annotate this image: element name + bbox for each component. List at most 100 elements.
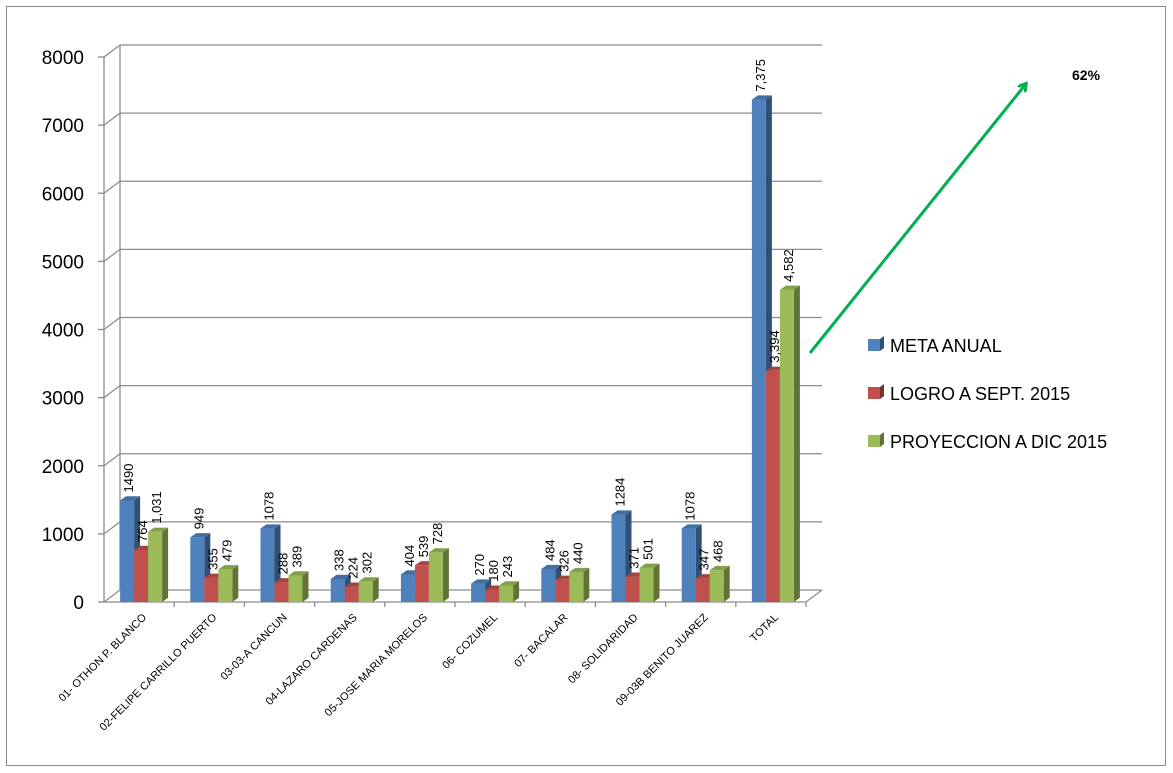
bar <box>695 578 710 602</box>
data-label: 180 <box>486 560 501 582</box>
data-label: 404 <box>402 545 417 567</box>
gridline-side <box>103 180 121 194</box>
bar-side <box>302 571 309 602</box>
bar-top <box>709 565 730 571</box>
data-label: 347 <box>697 549 712 571</box>
data-label: 338 <box>332 549 347 571</box>
bar-top <box>148 527 169 532</box>
category-label: 08- SOLIDARIDAD <box>566 612 641 687</box>
bar <box>288 575 303 602</box>
y-tick-label: 8000 <box>42 48 84 69</box>
data-label: 1284 <box>613 478 628 507</box>
data-label: 371 <box>627 547 642 569</box>
bar <box>625 576 640 602</box>
data-label: 389 <box>290 546 305 568</box>
bar-top <box>639 563 660 568</box>
y-tick-label: 7000 <box>42 116 84 137</box>
chart-frame <box>6 6 1166 766</box>
bar-top <box>751 95 772 100</box>
data-label: 1,031 <box>149 491 164 524</box>
data-label: 270 <box>472 554 487 576</box>
bar <box>204 577 219 602</box>
bar-side <box>372 577 379 602</box>
gridline-side <box>103 521 121 535</box>
bar <box>218 569 233 602</box>
legend-label: LOGRO A SEPT. 2015 <box>890 384 1070 404</box>
bar-top <box>190 533 211 538</box>
bar-top <box>428 548 449 553</box>
bar-side <box>583 567 590 602</box>
trend-arrow <box>808 85 1025 354</box>
bar-top <box>681 524 702 529</box>
data-label: 7,375 <box>753 59 768 92</box>
bar <box>414 565 429 602</box>
bar <box>639 567 654 602</box>
bar-top <box>779 285 800 290</box>
data-label: 355 <box>205 548 220 570</box>
bar <box>709 570 724 602</box>
bar <box>120 500 135 602</box>
bar <box>190 537 205 602</box>
bar <box>134 549 149 602</box>
data-label: 224 <box>346 557 361 579</box>
bar <box>148 531 163 602</box>
bar <box>485 589 500 602</box>
bar <box>779 289 794 602</box>
data-label: 468 <box>711 540 726 562</box>
bar-top <box>499 581 520 586</box>
bar <box>555 579 570 602</box>
bar <box>471 583 486 602</box>
legend-swatch-side <box>880 384 884 399</box>
gridline-side <box>103 385 121 399</box>
bar <box>330 578 345 602</box>
floor-edge <box>805 589 823 603</box>
data-label: 479 <box>219 540 234 562</box>
legend-swatch-side <box>880 432 884 447</box>
legend-swatch <box>868 339 880 351</box>
y-tick-label: 2000 <box>42 457 84 478</box>
bar-top <box>330 574 351 579</box>
data-label: 1490 <box>121 464 136 493</box>
data-label: 501 <box>641 538 656 560</box>
bar-top <box>218 565 239 570</box>
bar-top <box>541 564 562 570</box>
bar <box>681 528 696 602</box>
data-label: 1078 <box>262 492 277 521</box>
percentage-annotation: 62% <box>1072 67 1101 83</box>
bar <box>611 514 626 602</box>
bar <box>569 572 584 602</box>
y-tick-label: 3000 <box>42 389 84 410</box>
bar <box>499 585 514 602</box>
bar <box>274 582 289 602</box>
bar <box>344 586 359 602</box>
category-label: TOTAL <box>748 612 781 645</box>
bar-top <box>358 577 379 582</box>
bar-top <box>569 567 590 573</box>
data-label: 764 <box>135 520 150 542</box>
category-label: 03-03-A CANCUN <box>218 612 289 683</box>
legend-swatch <box>868 387 880 399</box>
legend-swatch <box>868 435 880 447</box>
gridline-side <box>103 589 121 603</box>
y-tick-label: 4000 <box>42 321 84 342</box>
category-label: 07- BACALAR <box>512 612 570 670</box>
data-label: 3,394 <box>767 330 782 363</box>
legend-swatch-side <box>880 336 884 351</box>
bar-side <box>232 565 239 602</box>
bar <box>358 581 373 602</box>
data-label: 302 <box>360 552 375 574</box>
legend-label: PROYECCION A DIC 2015 <box>890 432 1107 452</box>
data-label: 1078 <box>683 492 698 521</box>
bar <box>260 528 275 602</box>
bar <box>400 574 415 602</box>
bar <box>428 552 443 602</box>
y-tick-label: 5000 <box>42 252 84 273</box>
data-label: 728 <box>430 523 445 545</box>
bar-side <box>513 581 520 602</box>
y-tick-label: 6000 <box>42 184 84 205</box>
bar-side <box>653 563 660 602</box>
bar-side <box>442 548 449 602</box>
category-label: 06- COZUMEL <box>440 612 500 672</box>
gridline-side <box>103 316 121 331</box>
